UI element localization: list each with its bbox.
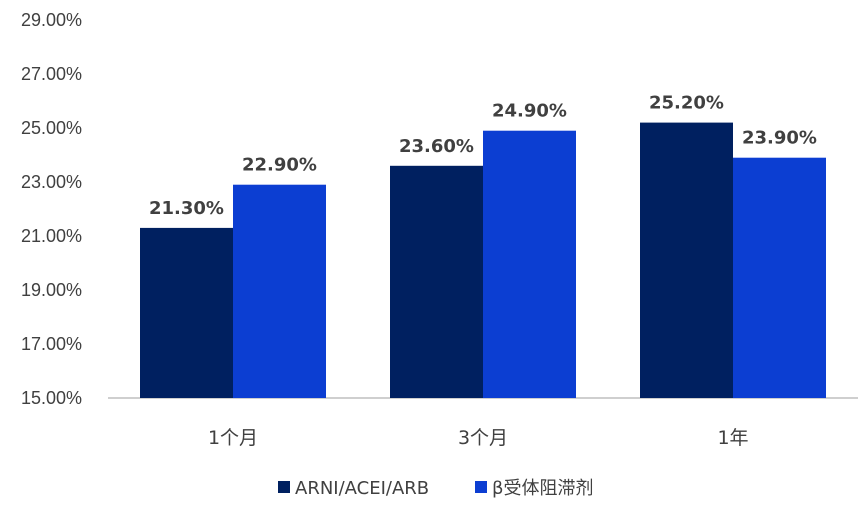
bars (140, 122, 826, 398)
y-tick-label: 17.00% (21, 334, 82, 354)
y-tick-label: 27.00% (21, 64, 82, 84)
x-axis: 1个月 3个月 1年 (208, 427, 749, 449)
x-tick-label: 3个月 (458, 427, 508, 449)
data-label: 23.60% (399, 136, 474, 157)
y-tick-label: 19.00% (21, 280, 82, 300)
legend-swatch (278, 481, 290, 493)
bar (140, 227, 233, 398)
data-label: 25.20% (649, 93, 724, 114)
bar (390, 165, 483, 398)
data-label: 24.90% (492, 101, 567, 122)
bar (640, 122, 733, 398)
legend-label: ARNI/ACEI/ARB (295, 478, 429, 499)
legend-swatch (475, 481, 487, 493)
bar (233, 184, 326, 398)
y-tick-label: 25.00% (21, 118, 82, 138)
data-label: 23.90% (742, 128, 817, 149)
x-tick-label: 1年 (717, 427, 748, 449)
y-axis: 15.00% 17.00% 19.00% 21.00% 23.00% 25.00% 27.0… (21, 10, 82, 408)
data-labels: 21.30% 22.90% 23.60% 24.90% 25.20% 23.90% (149, 93, 817, 219)
legend-label: β受体阻滞剂 (492, 478, 594, 499)
bar (483, 130, 576, 398)
y-tick-label: 29.00% (21, 10, 82, 30)
legend: ARNI/ACEI/ARB β受体阻滞剂 (278, 478, 594, 499)
y-tick-label: 15.00% (21, 388, 82, 408)
data-label: 21.30% (149, 198, 224, 219)
bar (733, 157, 826, 398)
y-tick-label: 21.00% (21, 226, 82, 246)
data-label: 22.90% (242, 155, 317, 176)
x-tick-label: 1个月 (208, 427, 258, 449)
y-tick-label: 23.00% (21, 172, 82, 192)
